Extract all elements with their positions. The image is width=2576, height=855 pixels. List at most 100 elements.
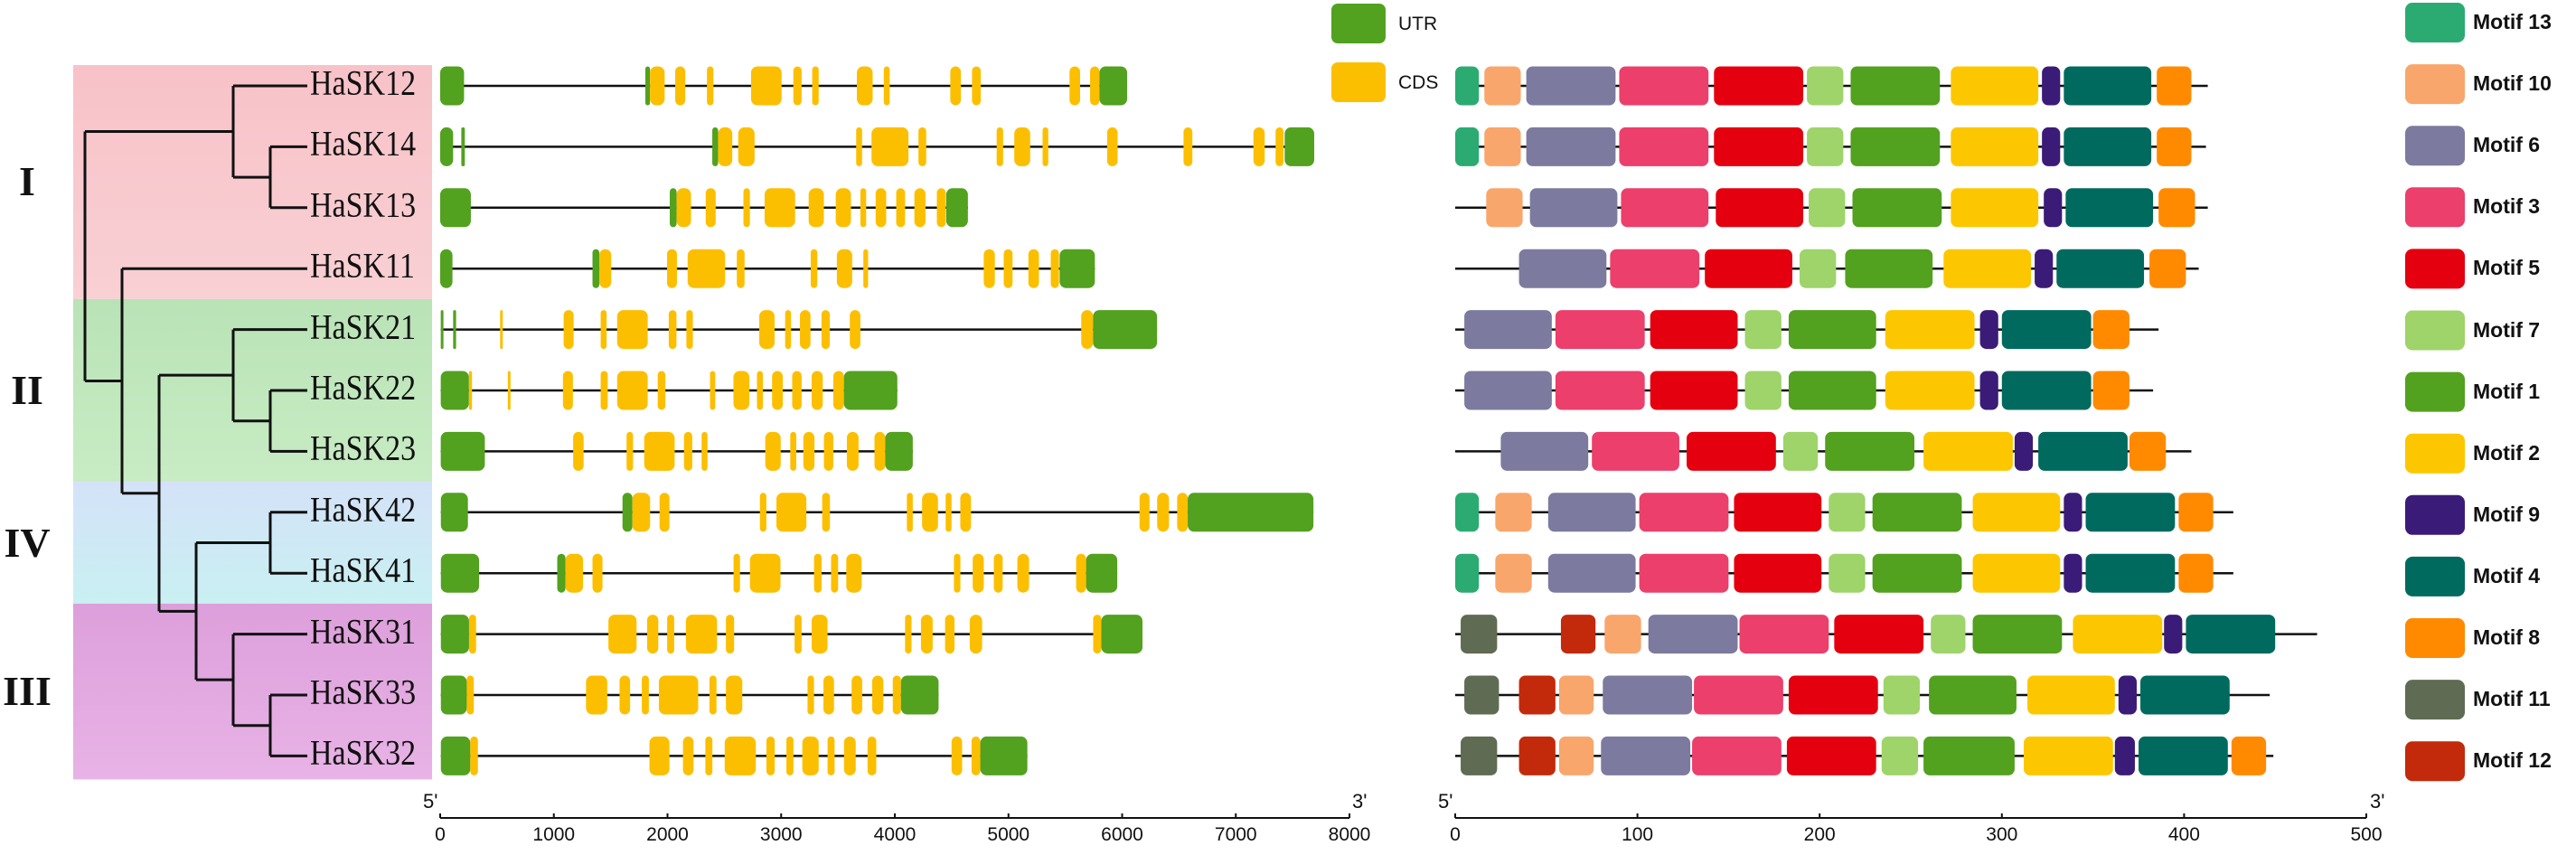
cds-block [996,127,1003,166]
cds-block [687,249,726,288]
cds-block [1017,553,1029,593]
motif-8-block [2157,66,2192,106]
cds-block [675,66,686,106]
motif-1-legend-swatch [2405,371,2465,412]
cds-block [658,675,699,715]
utr-block [622,493,633,532]
motif-7-block [1782,431,1819,471]
motif-6-block [1526,66,1616,106]
motif-13-legend-swatch [2405,3,2465,42]
cds-block [905,615,912,654]
motif-6-block [1526,127,1616,166]
gene-label: HaSK33 [310,673,417,712]
gene-label: HaSK41 [310,551,417,590]
cds-block [832,371,844,410]
motif-10-block [1604,615,1641,654]
motif-1-block [1923,736,2015,775]
motif-5-block [1834,615,1924,654]
motif-4-block [2140,675,2230,715]
cds-block [914,188,926,228]
cds-block [835,188,851,228]
cds-block [710,371,716,410]
axes [439,813,2367,819]
motif-7-block [1744,371,1782,410]
cds-block [799,310,811,350]
motif-legend-label: Motif 1 [2473,379,2541,403]
cds-block [705,188,716,228]
utr-legend-swatch [1331,4,1386,43]
cds-block [831,553,839,593]
motif-8-block [2158,188,2195,228]
cds-block [811,615,828,654]
motif-12-block [1560,615,1596,654]
cds-block [573,431,584,471]
motif-3-block [1739,615,1829,654]
motif-1-block [1788,371,1876,410]
motif-5-block [1650,371,1738,410]
motif-4-block [2139,736,2228,775]
motif-8-block [2129,431,2167,471]
cds-block [705,736,713,775]
motif-5-block [1734,553,1822,593]
motif-13-block [1455,66,1480,106]
cds-block [802,736,819,775]
motif-9-block [2114,736,2135,775]
gene-axis-tick-label: 1000 [532,824,576,845]
motif-8-block [2157,127,2192,166]
gene-label: HaSK23 [310,429,417,469]
cds-block [724,736,757,775]
motif-4-block [2186,615,2276,654]
motif-3-block [1592,431,1679,471]
utr-block [885,431,913,471]
utr-block [980,736,1028,775]
cds-block [563,310,574,350]
cds-block [1090,66,1100,106]
motif-6-block [1547,553,1636,593]
cds-block [468,615,476,654]
utr-block [1188,493,1314,532]
cds-block [907,493,913,532]
motif-7-block [1931,615,1966,654]
gene-structures [440,66,1315,775]
cds-block [950,66,962,106]
utr-block [557,553,566,593]
motif-11-block [1461,736,1498,775]
motif-4-block [2064,127,2152,166]
motif-7-block [1744,310,1782,350]
cds-block [810,249,818,288]
utr-block [440,66,465,106]
cds-block [823,431,833,471]
cds-block [792,371,802,410]
utr-block [1086,553,1118,593]
motif-5-block [1734,493,1822,532]
motif-5-block [1716,188,1804,228]
motif-legend-label: Motif 9 [2473,502,2541,526]
cds-block [776,493,807,532]
motif-5-block [1650,310,1738,350]
cds-block [733,371,750,410]
motif-2-block [1923,431,2013,471]
motif-3-block [1639,493,1729,532]
motif-6-block [1529,188,1618,228]
motif-2-block [1972,493,2061,532]
cds-block [1093,615,1102,654]
motif-legend-label: Motif 7 [2473,317,2541,342]
cds-block [843,736,856,775]
gene-axis-tick-label: 2000 [646,824,689,845]
gene-axis-tick-label: 3000 [759,824,803,845]
utr-legend-label: UTR [1398,14,1438,34]
cds-block [592,553,603,593]
motif-9-block [2014,431,2034,471]
motif-7-block [1829,493,1866,532]
utr-block [461,127,465,166]
motif-9-block [1979,371,1998,410]
clade-background-I [73,65,432,299]
motif-10-block [1558,736,1594,775]
utr-block [1099,66,1128,106]
cds-block [765,431,781,471]
cds-block [867,736,877,775]
motif-3-block [1555,310,1645,350]
cds-block [960,493,972,532]
cds-block [718,127,733,166]
